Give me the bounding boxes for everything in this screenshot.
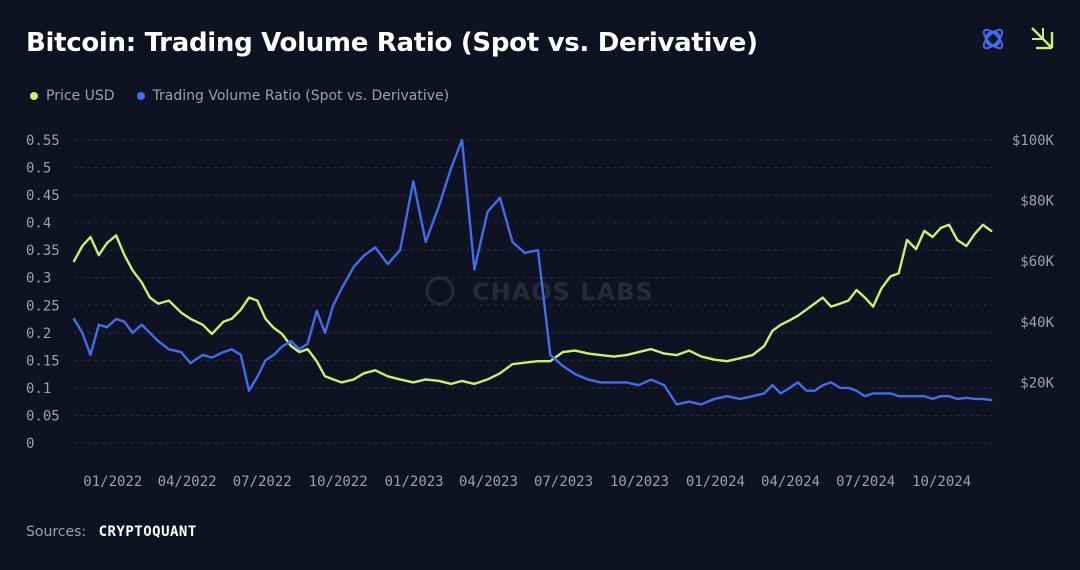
page-title: Bitcoin: Trading Volume Ratio (Spot vs. … <box>26 28 758 58</box>
x-tick-label: 01/2024 <box>686 474 745 490</box>
x-tick-label: 01/2023 <box>385 474 444 490</box>
x-tick-label: 10/2023 <box>610 474 669 490</box>
y-right-tick-label: $60K <box>1020 254 1054 270</box>
y-left-tick-label: 0.45 <box>26 188 60 204</box>
legend-item-ratio[interactable]: Trading Volume Ratio (Spot vs. Derivativ… <box>136 88 450 104</box>
y-left-tick-label: 0.25 <box>26 298 60 314</box>
x-tick-label: 07/2022 <box>233 474 292 490</box>
y-left-tick-label: 0.2 <box>26 326 51 342</box>
y-left-tick-label: 0 <box>26 436 34 452</box>
chart-legend: Price USD Trading Volume Ratio (Spot vs.… <box>30 88 471 104</box>
legend-swatch-price <box>30 92 38 100</box>
y-right-tick-label: $40K <box>1020 315 1054 331</box>
y-left-tick-label: 0.3 <box>26 271 51 287</box>
legend-label-price: Price USD <box>46 88 115 104</box>
series-line-ratio <box>72 138 993 406</box>
x-tick-label: 10/2022 <box>309 474 368 490</box>
x-tick-label: 01/2022 <box>83 474 142 490</box>
watermark-text: CHAOS LABS <box>472 278 654 306</box>
y-right-tick-label: $100K <box>1012 133 1055 149</box>
y-left-tick-label: 0.05 <box>26 408 60 424</box>
x-tick-label: 10/2024 <box>912 474 971 490</box>
x-tick-label: 04/2023 <box>459 474 518 490</box>
y-right-tick-label: $80K <box>1020 194 1054 210</box>
y-left-tick-label: 0.5 <box>26 161 51 177</box>
y-right-tick-label: $20K <box>1020 375 1054 391</box>
legend-item-price[interactable]: Price USD <box>30 88 115 104</box>
legend-swatch-ratio <box>136 92 145 100</box>
y-left-tick-label: 0.15 <box>26 353 60 369</box>
source-value: CRYPTOQUANT <box>98 524 197 540</box>
x-tick-label: 07/2023 <box>534 474 593 490</box>
x-tick-label: 04/2022 <box>158 474 217 490</box>
chaos-labs-logo-icon <box>982 28 1004 50</box>
watermark-icon <box>425 276 455 306</box>
x-tick-label: 04/2024 <box>761 474 820 490</box>
y-left-tick-label: 0.1 <box>26 381 51 397</box>
y-left-tick-label: 0.55 <box>26 133 60 149</box>
legend-label-ratio: Trading Volume Ratio (Spot vs. Derivativ… <box>152 88 450 104</box>
x-tick-label: 07/2024 <box>836 474 895 490</box>
source-note: Sources: CRYPTOQUANT <box>26 524 197 540</box>
brand-arrow-logo-icon <box>1031 27 1054 50</box>
source-label: Sources: <box>26 524 87 540</box>
series-line-price <box>72 223 993 386</box>
y-left-tick-label: 0.4 <box>26 216 51 232</box>
y-left-tick-label: 0.35 <box>26 243 60 259</box>
